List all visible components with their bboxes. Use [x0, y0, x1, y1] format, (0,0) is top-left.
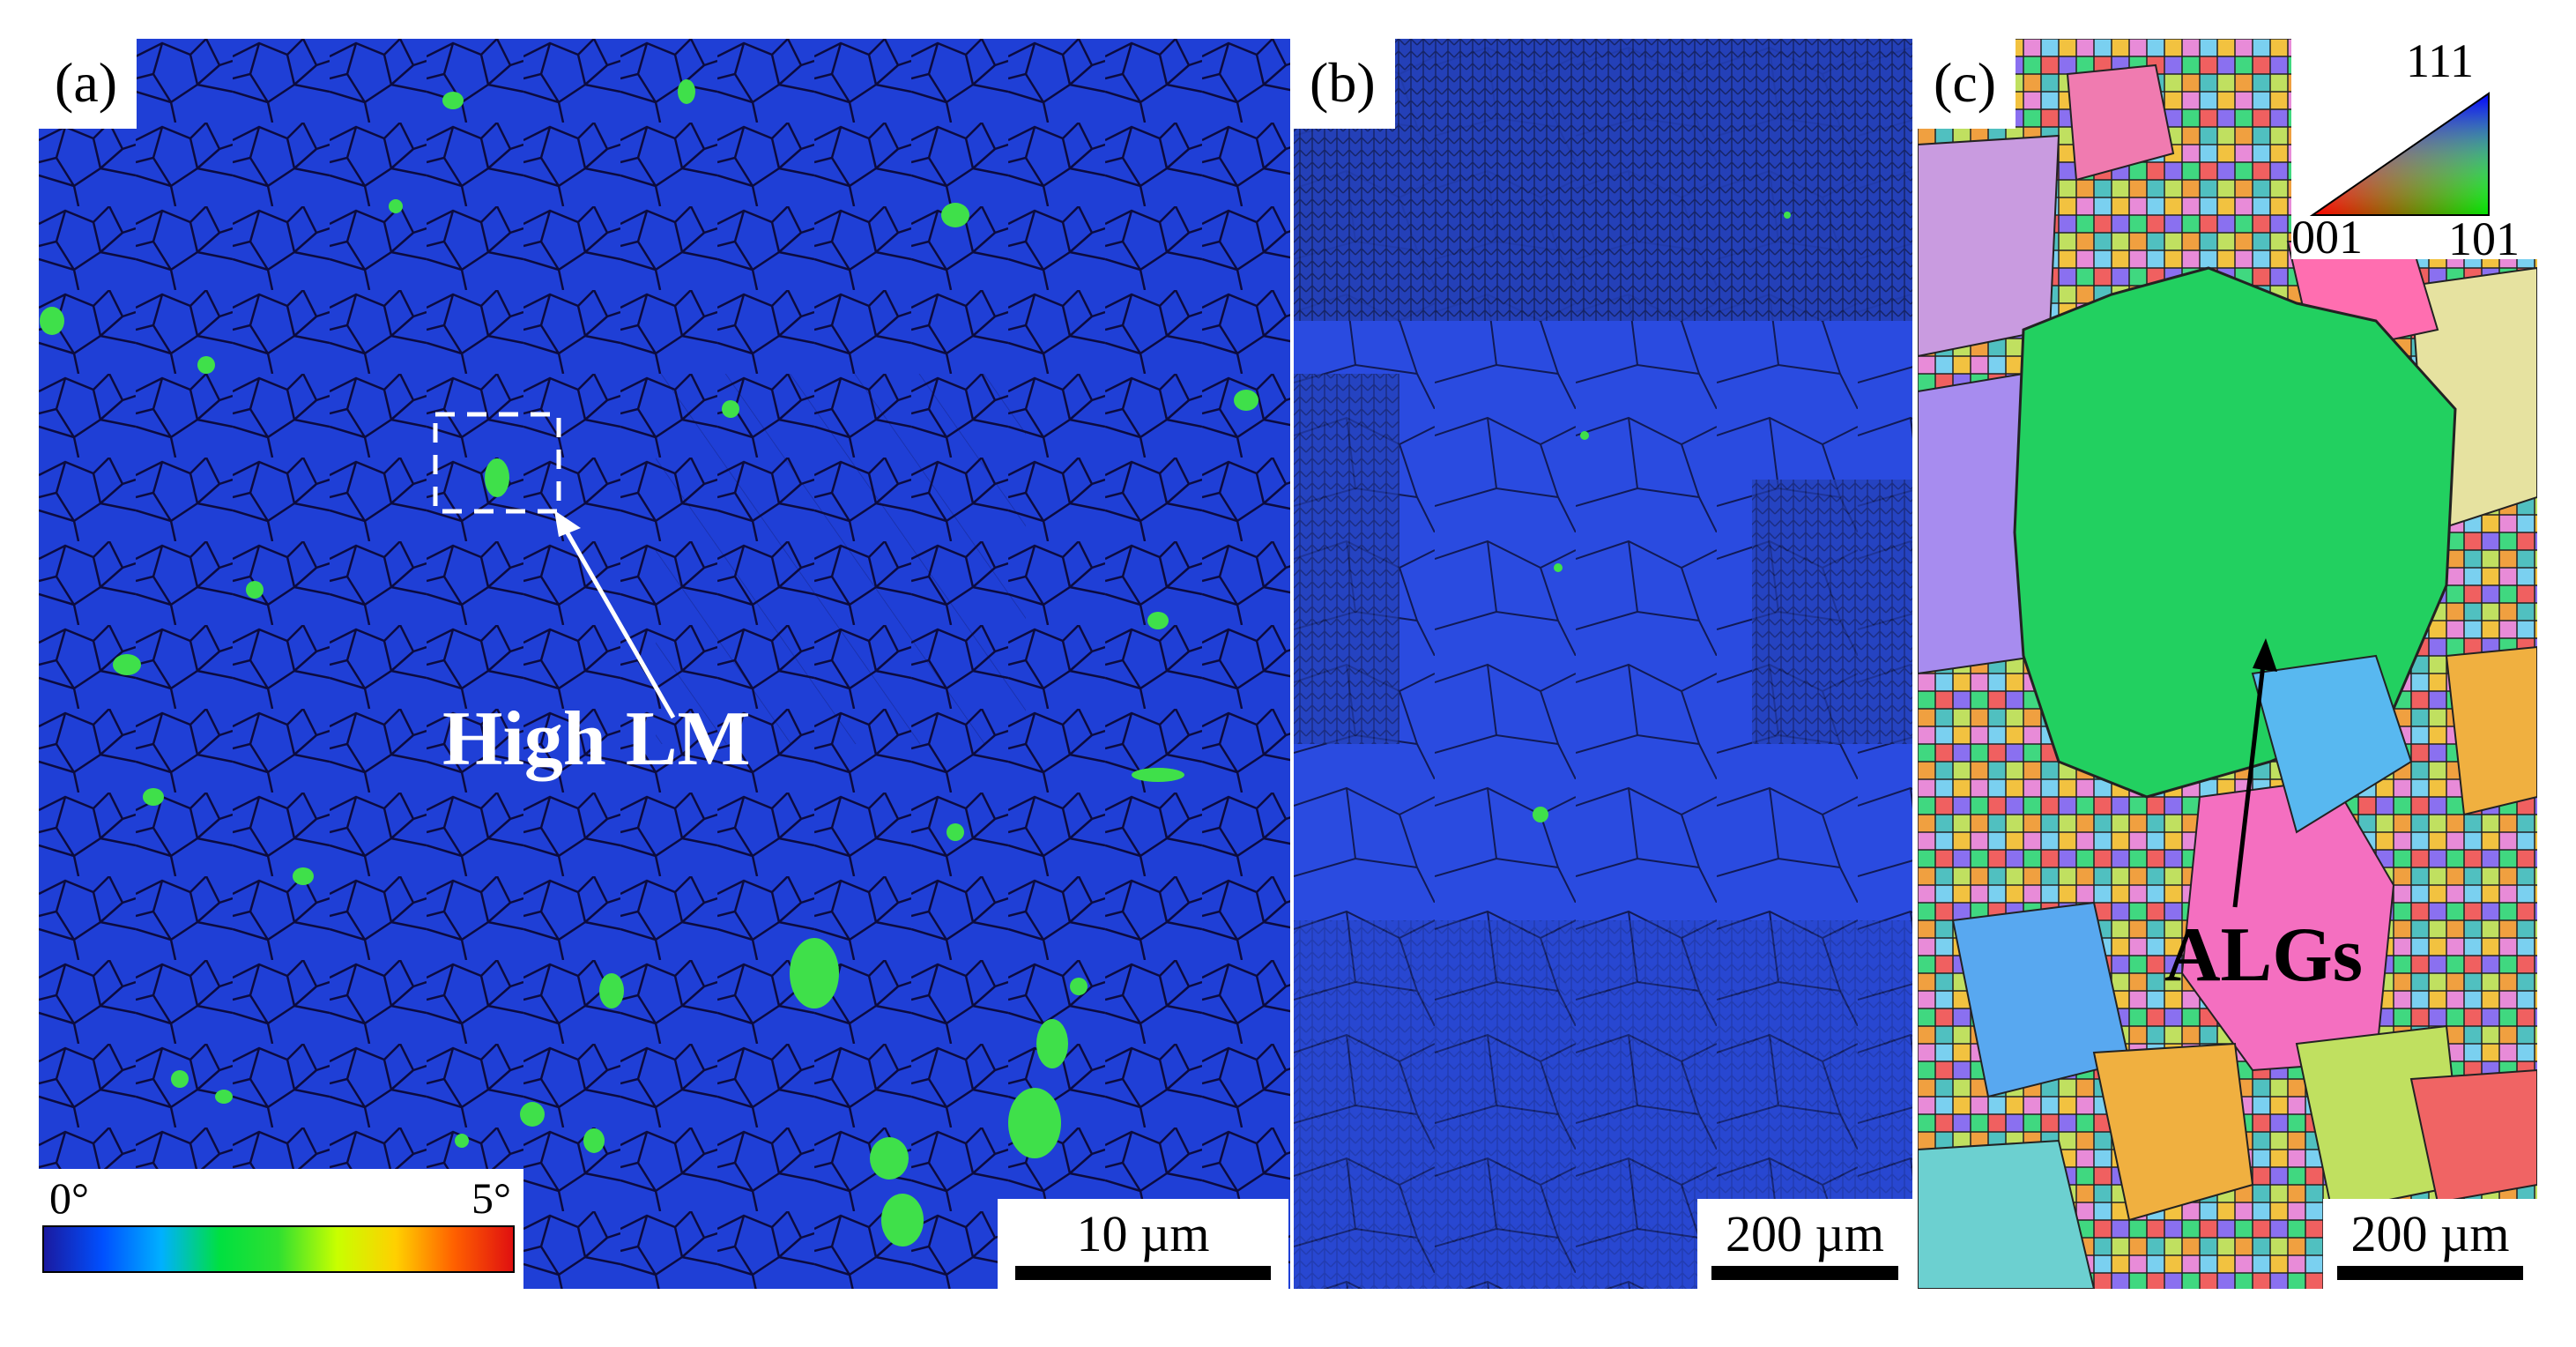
arrow-head [554, 510, 581, 537]
panel-a-label: (a) [39, 39, 137, 129]
scale-bar-a-line [1015, 1266, 1271, 1280]
scale-bar-b-line [1711, 1266, 1898, 1280]
panel-b-kam-map [1294, 39, 1912, 1289]
scale-bar-c-line [2337, 1266, 2523, 1280]
arrow-algs-head [2253, 638, 2277, 672]
ipf-key: 111 001 101 [2291, 34, 2556, 265]
colorbar-min-label: 0° [49, 1173, 89, 1223]
panel-a-kam-map [39, 39, 1290, 1289]
ipf-key-left: 001 [2291, 211, 2363, 264]
high-lm-spots [40, 79, 1258, 1247]
panel-b-image [1294, 39, 1912, 1289]
arrow-algs [2232, 664, 2266, 908]
colorbar-max-label: 5° [471, 1173, 511, 1223]
arrow-high-lm [560, 524, 676, 719]
panel-b-label: (b) [1294, 39, 1395, 129]
scale-bar-b: 200 µm [1697, 1199, 1912, 1289]
panel-a-image [39, 39, 1290, 1289]
colorbar-gradient [42, 1225, 515, 1273]
ipf-triangle [2309, 92, 2490, 216]
colorbar: 0° 5° [39, 1169, 523, 1289]
ipf-key-top: 111 [2406, 34, 2474, 87]
scale-bar-a: 10 µm [998, 1199, 1288, 1289]
scale-bar-a-label: 10 µm [1076, 1205, 1210, 1262]
highlight-box [433, 412, 561, 514]
scale-bar-c-label: 200 µm [2350, 1205, 2510, 1262]
ipf-key-right: 101 [2448, 212, 2520, 265]
algs-label: ALGs [2164, 912, 2363, 998]
scale-bar-b-label: 200 µm [1725, 1205, 1885, 1262]
panel-c-label: (c) [1918, 39, 2016, 129]
scale-bar-c: 200 µm [2323, 1199, 2537, 1289]
high-lm-label: High LM [442, 696, 751, 782]
